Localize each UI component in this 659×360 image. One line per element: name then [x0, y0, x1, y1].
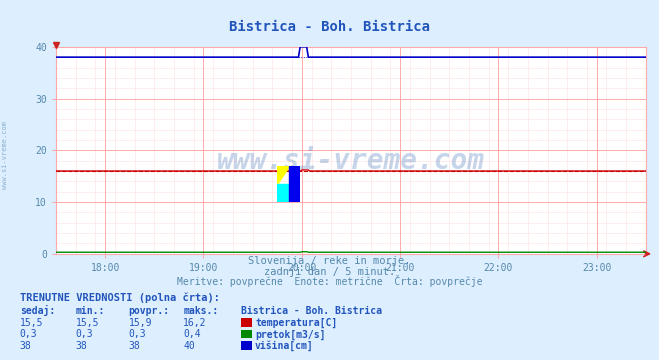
Text: 0,3: 0,3 [76, 329, 94, 339]
Text: 16,2: 16,2 [183, 318, 207, 328]
Text: temperatura[C]: temperatura[C] [255, 318, 337, 328]
Polygon shape [289, 166, 300, 202]
Text: TRENUTNE VREDNOSTI (polna črta):: TRENUTNE VREDNOSTI (polna črta): [20, 292, 219, 303]
Text: 0,4: 0,4 [183, 329, 201, 339]
Text: Bistrica - Boh. Bistrica: Bistrica - Boh. Bistrica [229, 20, 430, 34]
Text: 0,3: 0,3 [129, 329, 146, 339]
Polygon shape [277, 166, 289, 184]
Text: 38: 38 [129, 341, 140, 351]
Text: 40: 40 [183, 341, 195, 351]
Text: 15,5: 15,5 [20, 318, 43, 328]
Text: www.si-vreme.com: www.si-vreme.com [2, 121, 9, 189]
Text: 15,5: 15,5 [76, 318, 100, 328]
Text: min.:: min.: [76, 306, 105, 316]
Text: Meritve: povprečne  Enote: metrične  Črta: povprečje: Meritve: povprečne Enote: metrične Črta:… [177, 275, 482, 288]
Text: zadnji dan / 5 minut.: zadnji dan / 5 minut. [264, 267, 395, 277]
Polygon shape [277, 184, 289, 202]
Text: 0,3: 0,3 [20, 329, 38, 339]
Text: višina[cm]: višina[cm] [255, 340, 314, 351]
Text: Slovenija / reke in morje.: Slovenija / reke in morje. [248, 256, 411, 266]
Text: 38: 38 [76, 341, 88, 351]
Text: sedaj:: sedaj: [20, 305, 55, 316]
Text: www.si-vreme.com: www.si-vreme.com [217, 147, 485, 175]
Text: povpr.:: povpr.: [129, 306, 169, 316]
Text: maks.:: maks.: [183, 306, 218, 316]
Text: Bistrica - Boh. Bistrica: Bistrica - Boh. Bistrica [241, 306, 382, 316]
Text: 15,9: 15,9 [129, 318, 152, 328]
Text: 38: 38 [20, 341, 32, 351]
Text: pretok[m3/s]: pretok[m3/s] [255, 329, 326, 339]
